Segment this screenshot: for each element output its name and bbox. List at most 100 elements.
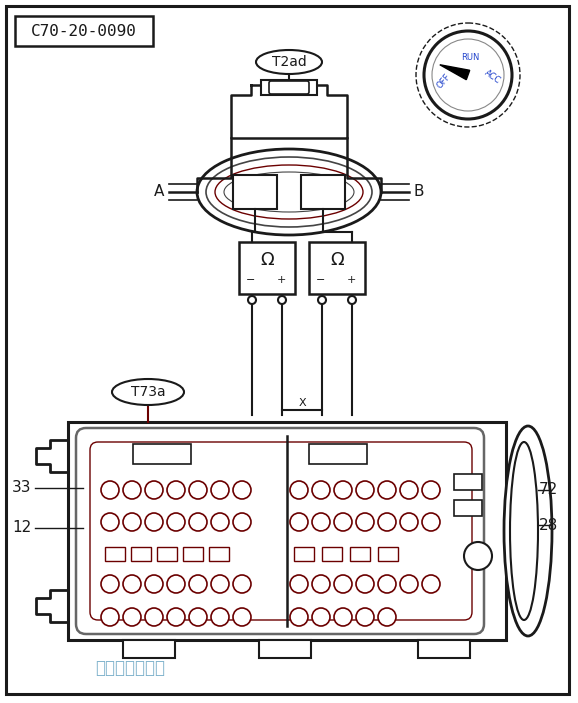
Circle shape — [211, 608, 229, 626]
Circle shape — [378, 608, 396, 626]
Circle shape — [356, 608, 374, 626]
Circle shape — [101, 481, 119, 499]
Text: 28: 28 — [538, 517, 558, 532]
Text: Ω: Ω — [330, 251, 344, 269]
Circle shape — [290, 575, 308, 593]
Circle shape — [400, 513, 418, 531]
Circle shape — [464, 542, 492, 570]
Bar — [322, 547, 342, 561]
Bar — [239, 242, 295, 294]
Circle shape — [167, 608, 185, 626]
Circle shape — [422, 513, 440, 531]
Circle shape — [356, 513, 374, 531]
Circle shape — [290, 481, 308, 499]
Text: X: X — [298, 398, 306, 408]
Ellipse shape — [197, 149, 381, 235]
Text: RUN: RUN — [461, 53, 479, 61]
Ellipse shape — [215, 165, 363, 219]
Text: −: − — [316, 275, 325, 285]
Text: OFF: OFF — [435, 72, 453, 90]
Circle shape — [123, 481, 141, 499]
Circle shape — [189, 575, 207, 593]
Circle shape — [145, 481, 163, 499]
Bar — [418, 640, 470, 658]
Circle shape — [189, 481, 207, 499]
Circle shape — [348, 296, 356, 304]
Circle shape — [356, 481, 374, 499]
Bar — [105, 547, 125, 561]
Circle shape — [233, 608, 251, 626]
Circle shape — [123, 513, 141, 531]
Text: 汽车维修技术网: 汽车维修技术网 — [95, 659, 165, 677]
Circle shape — [189, 513, 207, 531]
Text: C70-20-0090: C70-20-0090 — [31, 23, 137, 39]
Ellipse shape — [224, 172, 354, 212]
Circle shape — [145, 608, 163, 626]
FancyBboxPatch shape — [76, 428, 484, 634]
Bar — [123, 640, 175, 658]
Bar — [15, 16, 153, 46]
Circle shape — [416, 23, 520, 127]
Bar — [209, 547, 229, 561]
Ellipse shape — [206, 157, 372, 227]
Circle shape — [318, 296, 326, 304]
Circle shape — [312, 481, 330, 499]
Circle shape — [432, 39, 504, 111]
Circle shape — [211, 575, 229, 593]
Circle shape — [422, 575, 440, 593]
Circle shape — [101, 575, 119, 593]
Bar — [309, 444, 367, 464]
Bar — [131, 547, 151, 561]
Circle shape — [248, 296, 256, 304]
Circle shape — [167, 513, 185, 531]
Circle shape — [290, 513, 308, 531]
Circle shape — [312, 513, 330, 531]
Text: Ω: Ω — [260, 251, 274, 269]
Ellipse shape — [504, 426, 552, 636]
Circle shape — [189, 608, 207, 626]
Circle shape — [378, 481, 396, 499]
Circle shape — [356, 575, 374, 593]
Circle shape — [211, 481, 229, 499]
Bar — [454, 500, 482, 516]
Circle shape — [422, 481, 440, 499]
Circle shape — [233, 575, 251, 593]
Text: ACC: ACC — [482, 68, 502, 86]
Circle shape — [312, 575, 330, 593]
Bar — [294, 547, 314, 561]
Bar — [233, 175, 277, 209]
Bar — [133, 444, 191, 464]
Circle shape — [123, 608, 141, 626]
Bar — [309, 242, 365, 294]
Circle shape — [334, 575, 352, 593]
Circle shape — [123, 575, 141, 593]
Circle shape — [101, 608, 119, 626]
Circle shape — [334, 513, 352, 531]
Circle shape — [378, 575, 396, 593]
Circle shape — [145, 513, 163, 531]
Bar — [378, 547, 398, 561]
Ellipse shape — [112, 379, 184, 405]
Text: 12: 12 — [12, 520, 32, 536]
Circle shape — [233, 481, 251, 499]
Text: A: A — [154, 184, 164, 200]
Circle shape — [101, 513, 119, 531]
Polygon shape — [440, 65, 470, 79]
Circle shape — [290, 608, 308, 626]
Bar — [301, 175, 345, 209]
Text: −: − — [246, 275, 255, 285]
Bar — [157, 547, 177, 561]
Bar — [183, 547, 203, 561]
Text: T2ad: T2ad — [272, 55, 306, 69]
Ellipse shape — [510, 442, 538, 620]
FancyBboxPatch shape — [269, 81, 309, 94]
Bar — [259, 640, 311, 658]
Bar — [68, 422, 506, 640]
Circle shape — [167, 575, 185, 593]
Circle shape — [167, 481, 185, 499]
Circle shape — [211, 513, 229, 531]
Ellipse shape — [256, 50, 322, 74]
Circle shape — [334, 608, 352, 626]
Bar — [261, 80, 317, 95]
Text: T73a: T73a — [131, 385, 165, 399]
